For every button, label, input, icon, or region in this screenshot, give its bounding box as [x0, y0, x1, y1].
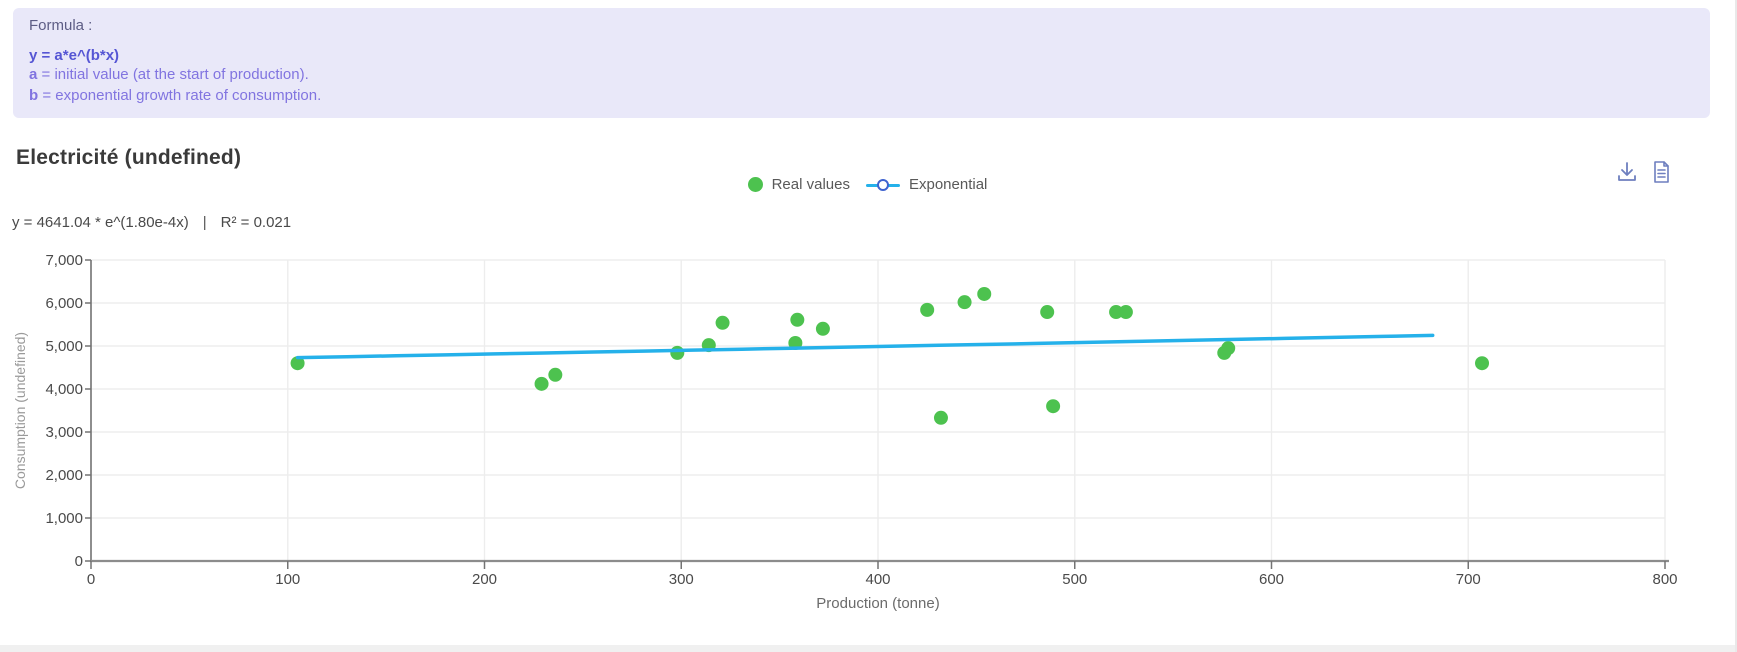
legend-label-exponential: Exponential	[908, 176, 988, 193]
x-tick-label: 700	[1456, 571, 1481, 588]
y-tick-label: 3,000	[45, 424, 83, 441]
data-point[interactable]	[1221, 341, 1236, 356]
trend-line	[295, 333, 1435, 360]
download-icon[interactable]	[1616, 160, 1638, 184]
data-point[interactable]	[920, 302, 935, 317]
x-tick-label: 600	[1259, 571, 1284, 588]
data-point[interactable]	[1118, 305, 1133, 320]
data-point[interactable]	[1046, 399, 1061, 414]
data-point[interactable]	[977, 286, 992, 301]
data-point[interactable]	[534, 376, 549, 391]
formula-term-a: a = initial value (at the start of produ…	[29, 64, 1694, 85]
data-point[interactable]	[957, 295, 972, 310]
x-tick-label: 800	[1652, 571, 1677, 588]
x-tick-label: 300	[669, 571, 694, 588]
x-tick-label: 500	[1062, 571, 1087, 588]
legend-item-real-values[interactable]: Real values	[747, 176, 850, 193]
bottom-divider	[0, 645, 1735, 652]
formula-term-a-symbol: a	[29, 66, 38, 83]
report-icon[interactable]	[1651, 160, 1673, 184]
data-point[interactable]	[1109, 305, 1124, 320]
x-axis-title: Production (tonne)	[816, 595, 939, 612]
data-point[interactable]	[715, 315, 730, 330]
legend-label-real-values: Real values	[771, 176, 850, 193]
formula-expression: y = a*e^(b*x)	[29, 47, 120, 64]
formula-term-b-symbol: b	[29, 87, 39, 104]
data-point[interactable]	[1040, 305, 1055, 320]
equation-separator: |	[202, 214, 207, 231]
y-tick-label: 7,000	[45, 252, 83, 269]
y-tick-label: 4,000	[45, 381, 83, 398]
formula-panel: Formula : y = a*e^(b*x) a = initial valu…	[13, 8, 1710, 118]
y-tick-label: 0	[75, 553, 83, 570]
legend-item-exponential[interactable]: Exponential	[865, 176, 988, 193]
formula-term-b-text: = exponential growth rate of consumption…	[38, 87, 322, 104]
formula-term-b: b = exponential growth rate of consumpti…	[29, 85, 1694, 106]
data-point[interactable]	[670, 345, 685, 360]
data-point[interactable]	[790, 312, 805, 327]
chart-legend: Real values Exponential	[0, 176, 1735, 193]
y-axis-title: Consumption (undefined)	[12, 332, 28, 489]
x-tick-label: 0	[87, 571, 95, 588]
data-point[interactable]	[1475, 356, 1490, 371]
r-squared-value: R² = 0.021	[220, 214, 292, 231]
data-point[interactable]	[290, 356, 305, 371]
y-tick-label: 2,000	[45, 467, 83, 484]
x-tick-label: 100	[275, 571, 300, 588]
formula-heading: Formula :	[29, 17, 93, 34]
real-values-dot-icon	[747, 177, 763, 192]
y-tick-label: 5,000	[45, 338, 83, 355]
exponential-line-icon	[865, 178, 900, 192]
formula-term-a-text: = initial value (at the start of product…	[37, 66, 309, 83]
x-tick-label: 400	[865, 571, 890, 588]
data-point[interactable]	[548, 367, 563, 382]
y-tick-label: 1,000	[45, 510, 83, 527]
data-point[interactable]	[933, 410, 948, 425]
chart-toolbar	[1616, 160, 1673, 184]
y-tick-label: 6,000	[45, 295, 83, 312]
fit-equation: y = 4641.04 * e^(1.80e-4x) | R² = 0.021	[12, 214, 291, 231]
page-title: Electricité (undefined)	[16, 146, 242, 169]
x-tick-label: 200	[472, 571, 497, 588]
fit-equation-text: y = 4641.04 * e^(1.80e-4x)	[12, 214, 189, 231]
data-point[interactable]	[815, 321, 830, 336]
